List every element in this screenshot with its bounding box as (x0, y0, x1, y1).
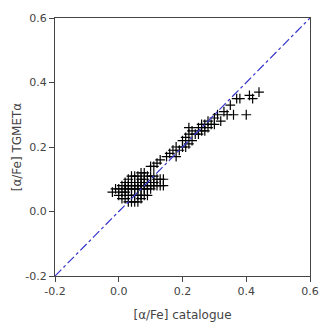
svg-text:0.0: 0.0 (29, 205, 47, 218)
svg-text:[α/Fe] catalogue: [α/Fe] catalogue (133, 308, 231, 322)
svg-text:[α/Fe] TGMETα: [α/Fe] TGMETα (10, 103, 24, 192)
svg-text:0.0: 0.0 (110, 285, 128, 298)
svg-text:-0.2: -0.2 (25, 270, 46, 283)
svg-text:0.4: 0.4 (29, 76, 47, 89)
svg-text:-0.2: -0.2 (44, 285, 65, 298)
svg-text:0.2: 0.2 (29, 141, 47, 154)
svg-text:0.4: 0.4 (238, 285, 256, 298)
svg-text:0.6: 0.6 (301, 285, 319, 298)
svg-text:0.2: 0.2 (174, 285, 192, 298)
svg-text:0.6: 0.6 (29, 12, 47, 25)
